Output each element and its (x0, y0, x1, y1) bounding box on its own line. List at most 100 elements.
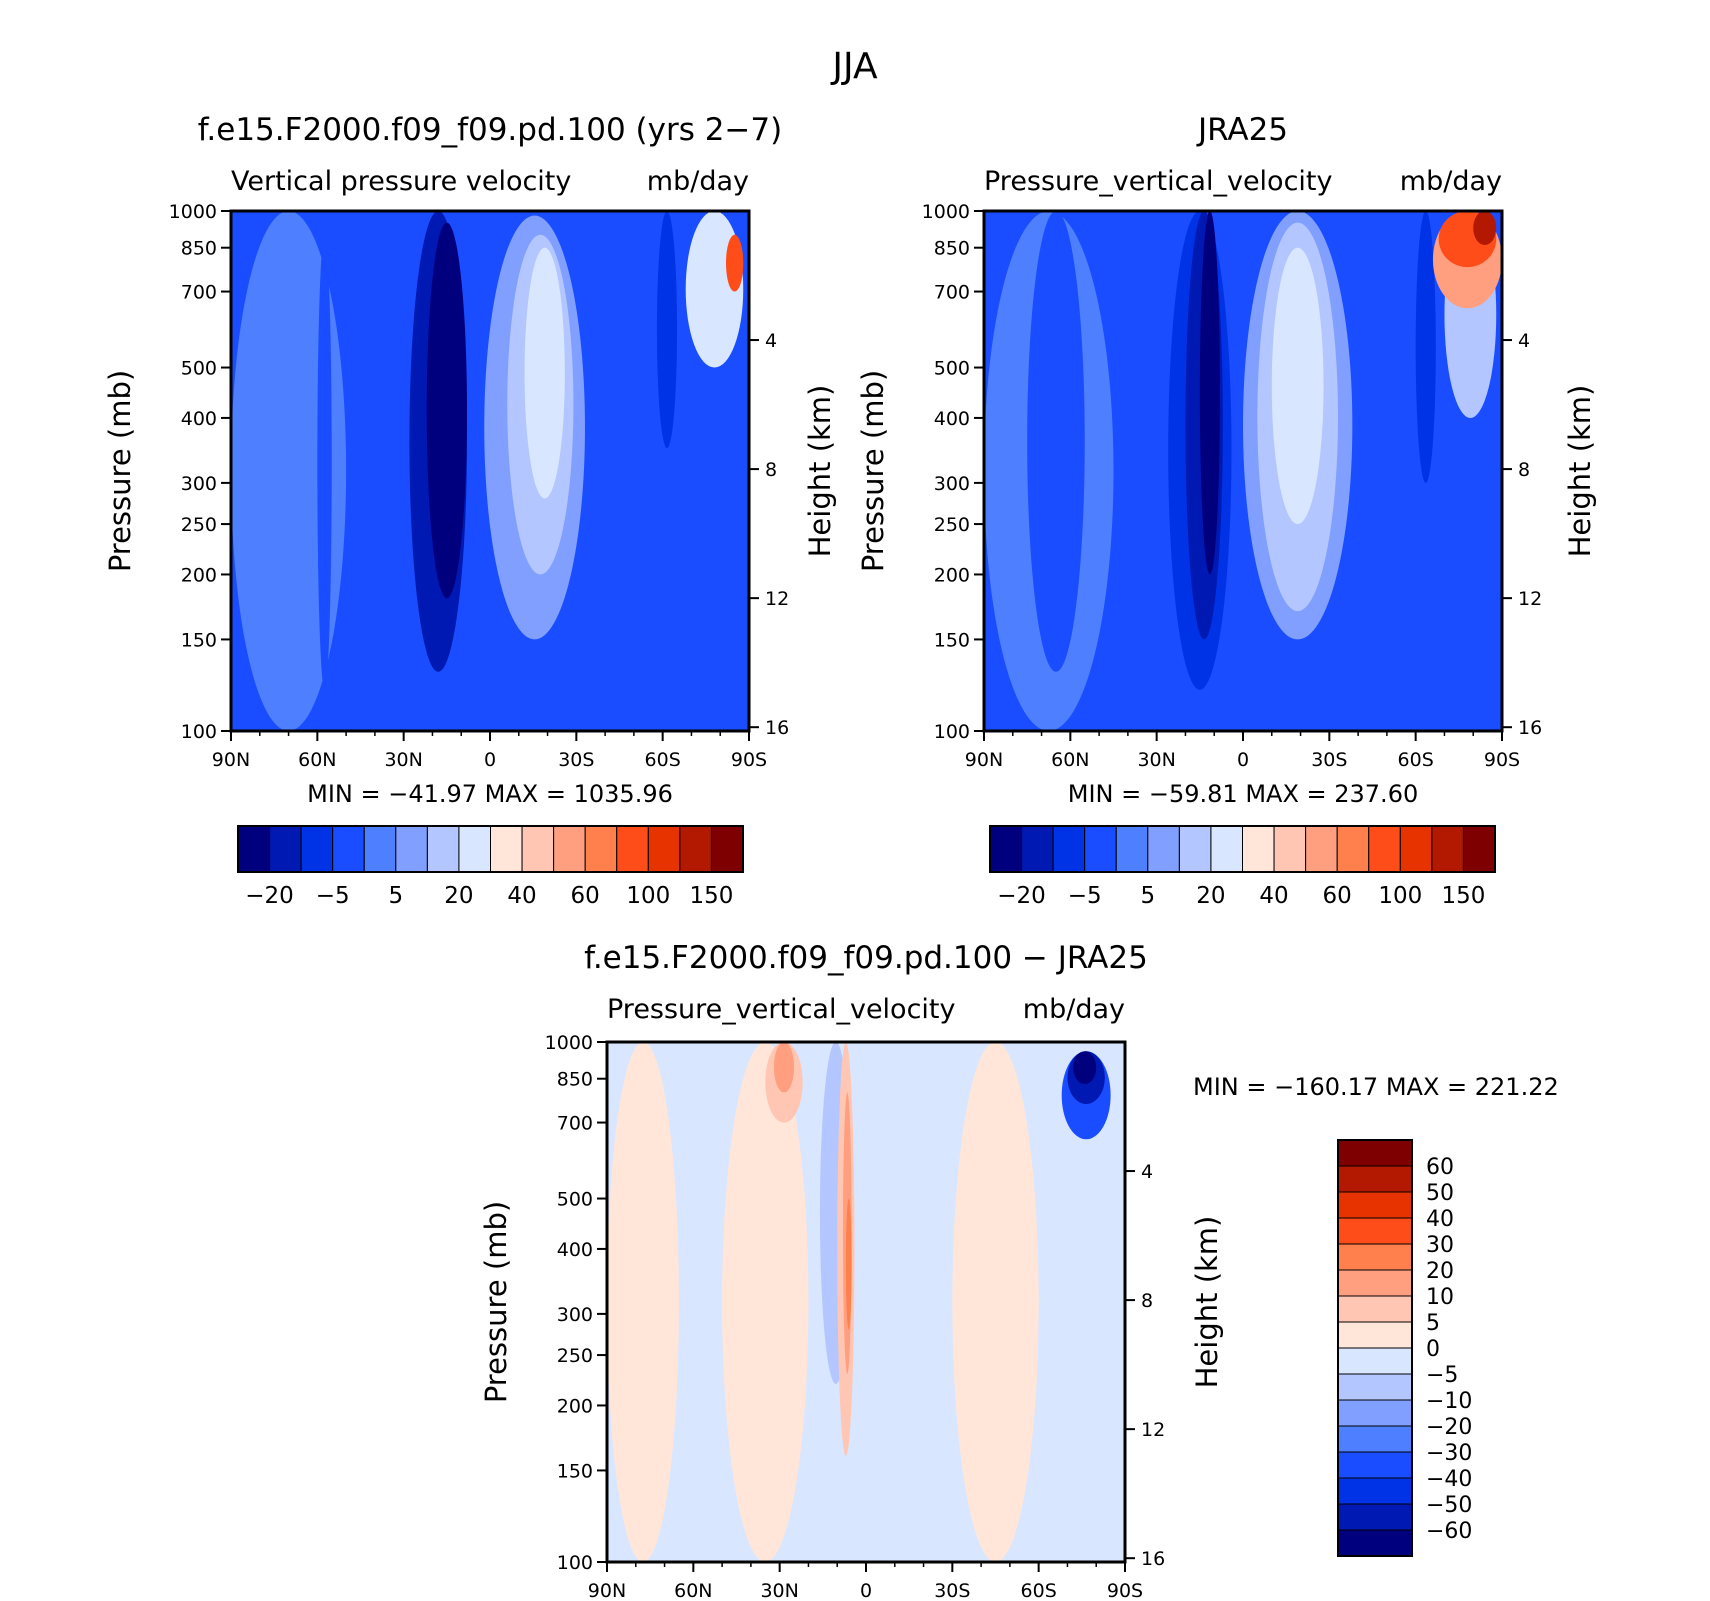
x-tick-label: 90S (731, 749, 767, 771)
y-tick-label: 400 (181, 408, 217, 430)
y-axis-label: Pressure (mb) (479, 1201, 513, 1403)
y-tick-label: 300 (181, 473, 217, 495)
colorbar-swatch (426, 825, 460, 873)
min-max-stats: MIN = −160.17 MAX = 221.22 (1193, 1073, 1559, 1101)
y-right-tick-label: 12 (1518, 588, 1542, 610)
colorbar: −20 −5 5 20 40 60 100 150 (237, 825, 744, 909)
colorbar-swatch (1337, 1321, 1413, 1349)
y-tick-label: 250 (934, 514, 970, 536)
y-right-tick-label: 4 (1518, 330, 1530, 352)
colorbar-label: 100 (1378, 883, 1422, 909)
y-tick-label: 100 (181, 721, 217, 743)
contour-region (845, 1198, 852, 1330)
colorbar-label: 5 (1140, 883, 1155, 909)
y-tick-label: 700 (557, 1113, 593, 1135)
panel-subtitle-right: mb/day (1023, 994, 1125, 1025)
y-tick-label: 200 (934, 564, 970, 586)
x-tick-label: 60S (1021, 1580, 1057, 1601)
y-tick-label: 500 (181, 358, 217, 380)
colorbar-swatch (1337, 1347, 1413, 1375)
colorbar-swatch (300, 825, 334, 873)
colorbar-label: 40 (1259, 883, 1288, 909)
panel-subtitle-right: mb/day (647, 166, 749, 197)
colorbar-swatch (1337, 1529, 1413, 1557)
contour-region (722, 1042, 809, 1562)
y-tick-label: 150 (934, 629, 970, 651)
x-tick-label: 30S (934, 1580, 970, 1601)
y-right-tick-label: 8 (1518, 459, 1530, 481)
panel-title: f.e15.F2000.f09_f09.pd.100 (yrs 2−7) (198, 112, 782, 148)
y-tick-label: 500 (934, 358, 970, 380)
colorbar-label: 150 (689, 883, 733, 909)
colorbar-swatch (1337, 1191, 1413, 1219)
colorbar-label: 20 (444, 883, 473, 909)
x-tick-label: 90N (212, 749, 250, 771)
colorbar-swatch (332, 825, 365, 873)
y-tick-label: 250 (557, 1345, 593, 1367)
colorbar-swatch (989, 825, 1023, 873)
y-tick-label: 850 (181, 238, 217, 260)
y-axis-label: Pressure (mb) (856, 370, 890, 572)
x-tick-label: 30N (1137, 749, 1175, 771)
contour-region (1199, 211, 1220, 575)
colorbar-swatch (237, 825, 271, 873)
colorbar-label: 60 (1323, 883, 1352, 909)
colorbar-swatch (1337, 1295, 1413, 1323)
colorbar-swatch (1337, 1425, 1413, 1453)
y-tick-label: 850 (557, 1069, 593, 1091)
x-tick-label: 60S (645, 749, 681, 771)
contour-field (607, 1042, 1111, 1562)
contour-region (426, 222, 467, 599)
colorbar-swatch (1242, 825, 1275, 873)
contour-region (725, 234, 744, 292)
colorbar-label: 5 (388, 883, 403, 909)
colorbar-swatch (1147, 825, 1180, 873)
y-tick-label: 700 (181, 282, 217, 304)
colorbar-swatch (363, 825, 397, 873)
min-max-stats: MIN = −41.97 MAX = 1035.96 (307, 780, 673, 808)
y-tick-label: 400 (934, 408, 970, 430)
colorbar-swatch (710, 825, 744, 873)
y-tick-label: 1000 (169, 201, 217, 223)
colorbar-swatch (1337, 1373, 1413, 1401)
colorbar-label: 0 (1426, 1337, 1440, 1362)
colorbar-swatch (1273, 825, 1307, 873)
contour-region (773, 1042, 795, 1093)
y-tick-label: 400 (557, 1239, 593, 1261)
y-tick-label: 100 (934, 721, 970, 743)
colorbar-swatch (1337, 1477, 1413, 1505)
colorbar-swatch (616, 825, 649, 873)
y-tick-label: 250 (181, 514, 217, 536)
x-tick-label: 90N (965, 749, 1003, 771)
colorbar-swatch (1431, 825, 1464, 873)
colorbar: −20 −5 5 20 40 60 100 150 (989, 825, 1496, 909)
colorbar-swatch (1337, 1243, 1413, 1271)
x-tick-label: 0 (1237, 749, 1249, 771)
y-tick-label: 500 (557, 1189, 593, 1211)
contour-region (1027, 211, 1085, 672)
panel-subtitle-left: Vertical pressure velocity (231, 166, 571, 197)
x-tick-label: 90N (588, 1580, 626, 1601)
y-right-tick-label: 16 (765, 717, 789, 739)
colorbar-swatch (1336, 825, 1370, 873)
x-tick-label: 0 (484, 749, 496, 771)
colorbar-label: 50 (1426, 1181, 1454, 1206)
panel-subtitle-left: Pressure_vertical_velocity (984, 166, 1333, 197)
panel-diff: 90N 60N 30N 0 30S 60S 90S100150200250300400500… (479, 940, 1559, 1601)
colorbar-swatch (1305, 825, 1338, 873)
y-axis-label: Pressure (mb) (103, 370, 137, 572)
colorbar-label: 5 (1426, 1311, 1440, 1336)
panel-subtitle-right: mb/day (1400, 166, 1502, 197)
colorbar-swatch (458, 825, 491, 873)
contour-field (984, 211, 1502, 731)
contour-region (607, 1042, 679, 1562)
panel-obs: 90N 60N 30N 0 30S 60S 90S 100 150 200 250 300 400 500… (856, 112, 1597, 909)
y-right-tick-label: 8 (765, 459, 777, 481)
colorbar-label: −60 (1426, 1519, 1472, 1544)
colorbar-swatch (1021, 825, 1054, 873)
x-tick-label: 60N (674, 1580, 712, 1601)
colorbar-label: −20 (1426, 1415, 1472, 1440)
colorbar-swatch (1337, 1269, 1413, 1297)
y-tick-label: 300 (557, 1304, 593, 1326)
x-tick-label: 90S (1107, 1580, 1143, 1601)
